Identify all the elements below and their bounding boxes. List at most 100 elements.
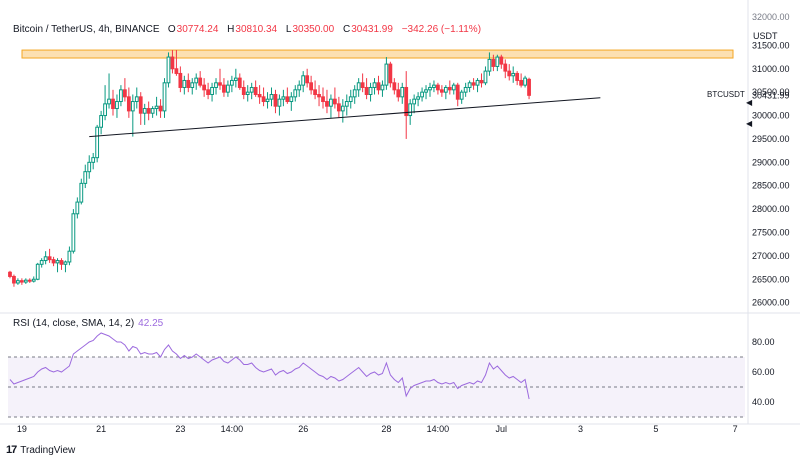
candle-body xyxy=(487,58,492,72)
candle xyxy=(162,78,167,118)
resistance-zone xyxy=(21,49,734,59)
candle xyxy=(491,54,496,72)
scroll-right-arrow-icon[interactable]: ◀ xyxy=(746,98,753,107)
candle-body xyxy=(428,86,432,91)
candle-body xyxy=(285,96,290,103)
candle xyxy=(63,260,68,273)
candle-body xyxy=(309,82,314,91)
candle xyxy=(313,80,317,100)
candle xyxy=(43,251,48,265)
candle xyxy=(214,78,218,95)
tradingview-logo[interactable]: 17 TradingView xyxy=(6,444,75,456)
candle-body xyxy=(35,263,40,280)
candle xyxy=(344,94,349,116)
candle xyxy=(293,85,298,102)
candle-body xyxy=(412,98,417,105)
candle xyxy=(19,278,24,285)
candle xyxy=(79,178,84,205)
candle-body xyxy=(222,84,226,93)
candle xyxy=(99,110,104,135)
candle xyxy=(380,80,385,97)
candle-body xyxy=(174,68,179,74)
candle-body xyxy=(8,271,12,277)
candle-body xyxy=(340,105,345,112)
candle-body xyxy=(384,63,389,86)
candle-body xyxy=(463,86,468,93)
candle-body xyxy=(146,108,151,114)
candle-body xyxy=(325,101,329,107)
time-axis-tick: 28 xyxy=(381,424,391,434)
candle-body xyxy=(479,79,484,84)
candle-body xyxy=(186,79,191,88)
price-axis-tick: 28000.00 xyxy=(752,204,790,214)
support-trendline xyxy=(89,97,601,138)
candle-body xyxy=(265,98,270,103)
candle-body xyxy=(226,84,230,93)
candle-body xyxy=(27,279,32,282)
candle-body xyxy=(392,82,397,91)
price-axis-tick: 26500.00 xyxy=(752,274,790,284)
candle xyxy=(475,78,480,93)
candle-body xyxy=(459,91,464,100)
candle-body xyxy=(43,256,48,262)
candle xyxy=(396,82,401,102)
candle-body xyxy=(245,91,250,96)
candle xyxy=(226,80,230,97)
candle xyxy=(47,248,52,263)
candle xyxy=(31,276,36,283)
candle xyxy=(206,82,210,100)
candle-body xyxy=(352,89,357,98)
candle-body xyxy=(297,84,302,91)
time-axis-tick: 14:00 xyxy=(427,424,450,434)
candle xyxy=(467,80,472,93)
candle xyxy=(87,155,92,179)
currency-label[interactable]: USDT xyxy=(753,31,778,41)
candle xyxy=(8,270,12,279)
low-label: L xyxy=(285,24,292,35)
symbol-title: Bitcoin / TetherUS, 4h, BINANCE xyxy=(13,24,160,35)
candle xyxy=(91,152,96,170)
candle xyxy=(360,73,365,93)
rsi-line xyxy=(9,332,530,400)
candle xyxy=(487,52,492,76)
time-axis-tick: 14:00 xyxy=(221,424,244,434)
candle xyxy=(138,92,143,125)
candle-body xyxy=(436,84,440,91)
candle-body xyxy=(424,89,428,93)
candle-body xyxy=(111,98,115,110)
candle-body xyxy=(253,86,258,96)
candle xyxy=(439,85,444,97)
candle xyxy=(158,99,163,118)
candle-body xyxy=(95,126,100,159)
candle-body xyxy=(499,56,504,65)
candle-body xyxy=(475,79,480,86)
candle xyxy=(111,89,115,116)
candle xyxy=(297,80,302,97)
open-value: 30774.24 xyxy=(176,24,219,35)
candle xyxy=(495,54,500,72)
candle xyxy=(301,71,306,93)
candle-body xyxy=(491,58,496,67)
candle xyxy=(182,75,187,95)
candle-body xyxy=(115,101,119,110)
rsi-axis-tick: 80.00 xyxy=(752,337,775,347)
candle-body xyxy=(376,82,381,91)
candle xyxy=(146,101,151,121)
candle-body xyxy=(364,86,369,96)
candle-body xyxy=(31,278,36,282)
candle xyxy=(404,71,409,139)
price-axis-tick: 29000.00 xyxy=(752,157,790,167)
candle-body xyxy=(289,96,294,103)
rsi-axis-tick: 40.00 xyxy=(752,397,775,407)
price-axis-tick: 30000.00 xyxy=(752,111,790,121)
go-to-realtime-arrow-icon[interactable]: ◀ xyxy=(746,119,753,128)
candle xyxy=(285,87,290,104)
candle xyxy=(289,92,294,111)
candle xyxy=(174,50,179,76)
candle xyxy=(432,80,436,93)
candle-body xyxy=(301,75,306,86)
candle-body xyxy=(39,260,44,265)
price-axis-tick: 31500.00 xyxy=(752,40,790,50)
candle xyxy=(451,82,456,95)
